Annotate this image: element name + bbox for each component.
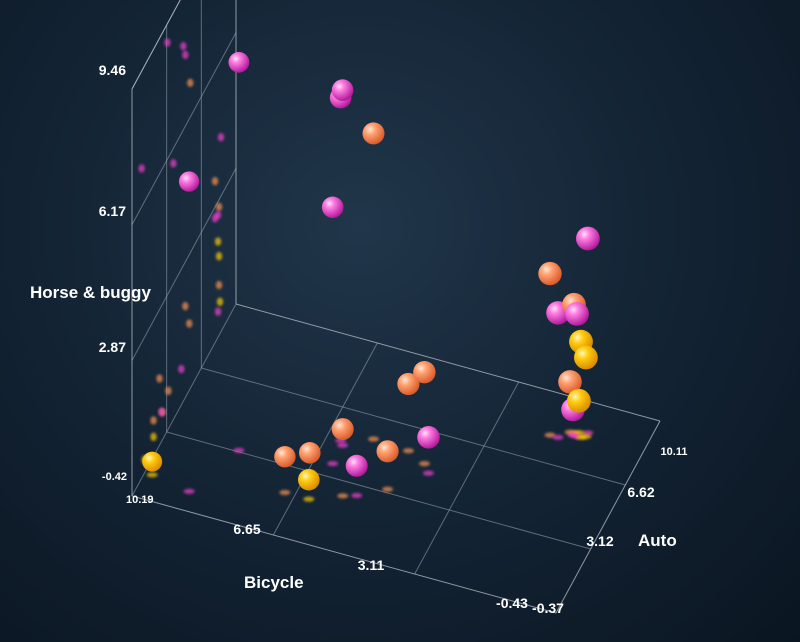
x-tick-label: -0.43 [496,595,528,611]
wall-projection [150,432,157,442]
floor-projection [279,489,291,496]
floor-projection [580,433,592,440]
data-point [376,440,399,463]
x-tick-label: 10.19 [126,494,154,506]
wall-projection [215,252,223,261]
wall-projection [215,280,223,290]
y-axis-title: Auto [638,531,677,550]
floor-projection [146,472,158,478]
x-axis-title: Bicycle [244,573,304,592]
wall-top-edge [131,0,181,90]
y-tick-label: 10.11 [661,446,688,458]
floor-projection [544,432,556,438]
floor-projection [552,434,564,440]
floor-projection [368,436,380,442]
wall-projection [214,307,222,316]
back-wall-grid [131,0,237,497]
floor-gridline [201,367,626,486]
x-tick-label: 6.65 [233,521,260,537]
wall-projection [165,386,172,396]
data-point [274,446,296,468]
floor-projection [337,442,349,448]
data-point [413,361,436,384]
data-point [178,171,200,192]
floor-projection [382,486,394,492]
data-point [142,451,163,472]
data-point [574,345,598,370]
floor-projection [567,432,579,438]
data-point [565,302,589,326]
z-tick-label: -0.42 [102,471,127,483]
wall-projection [180,41,187,51]
floor-projection [233,447,245,453]
z-tick-label: 6.17 [99,203,126,219]
wall-projection [164,38,171,47]
y-tick-label: 6.62 [627,484,654,500]
floor-projection [351,492,363,499]
wall-projection [178,364,185,374]
wall-projection [187,78,194,87]
floor-projection [183,488,195,494]
wall-gridline [131,32,237,225]
x-tick-label: 3.11 [358,557,385,573]
data-point [345,454,368,477]
x-axis: 10.19 6.65 3.11 -0.43 Bicycle [126,494,528,611]
wall-projection [186,319,193,328]
y-axis: -0.37 3.12 6.62 10.11 Auto [532,446,687,616]
data-point [558,370,582,394]
wall-projection [211,214,219,223]
floor-projection [418,461,430,467]
floor-projection [303,496,315,502]
data-point [321,196,344,219]
wall-projection [217,133,225,142]
wall-projection [182,50,189,60]
data-point [397,372,420,396]
z-axis: 9.46 6.17 2.87 -0.42 Horse & buggy [30,62,151,483]
floor-projection [402,448,414,454]
floor-projection [337,493,349,499]
z-axis-title: Horse & buggy [30,283,151,302]
data-point [299,442,321,464]
data-point [331,418,354,441]
wall-projection [158,407,165,417]
data-point [228,51,250,73]
y-axis-line [555,420,661,614]
data-point [538,261,562,286]
floor-projection [327,460,339,467]
point-projections [138,38,594,502]
floor-projection [422,470,434,476]
wall-projection [138,164,145,173]
data-point [298,468,320,491]
wall-projection [215,202,223,212]
x-axis-line [131,495,557,614]
wall-projection [214,237,222,246]
wall-projection [211,176,219,186]
wall-projection [182,301,189,311]
data-point [362,122,385,145]
y-tick-label: 3.12 [586,533,613,549]
data-point [576,226,600,251]
floor-gridline [272,342,378,536]
wall-projection [150,416,157,425]
wall-gridline [131,168,237,361]
y-tick-label: -0.37 [532,600,564,616]
wall-projection [216,297,224,306]
floor-gridline [414,381,520,575]
wall-projection [170,159,177,168]
data-points [142,51,600,491]
z-tick-label: 9.46 [99,62,126,78]
data-point [417,426,440,449]
data-point [567,388,591,413]
data-point [331,79,354,101]
wall-projection [156,374,163,383]
z-tick-label: 2.87 [99,339,126,355]
